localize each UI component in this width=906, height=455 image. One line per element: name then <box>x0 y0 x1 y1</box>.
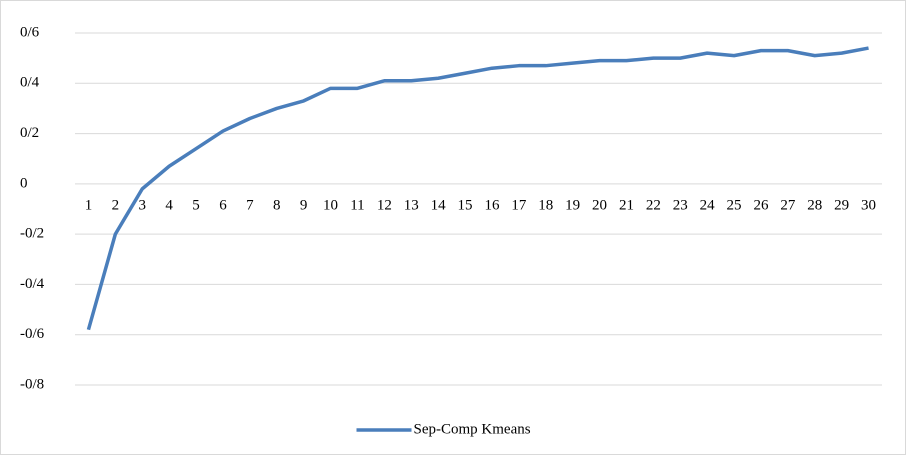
x-tick-label: 27 <box>780 197 796 213</box>
x-tick-label: 24 <box>700 197 716 213</box>
x-tick-label: 7 <box>246 197 254 213</box>
x-tick-label: 11 <box>350 197 364 213</box>
y-tick-label: -0/6 <box>20 326 45 342</box>
y-tick-label: -0/2 <box>20 226 44 242</box>
x-tick-label: 22 <box>646 197 661 213</box>
legend-label: Sep-Comp Kmeans <box>414 421 531 437</box>
y-tick-label: -0/8 <box>20 376 44 392</box>
x-tick-label: 29 <box>834 197 849 213</box>
x-tick-label: 13 <box>404 197 419 213</box>
x-tick-label: 30 <box>861 197 876 213</box>
x-tick-label: 9 <box>300 197 308 213</box>
x-tick-label: 25 <box>727 197 742 213</box>
x-tick-label: 3 <box>139 197 147 213</box>
x-tick-label: 16 <box>484 197 500 213</box>
x-tick-label: 6 <box>219 197 227 213</box>
y-tick-label: 0/2 <box>20 125 39 141</box>
chart: -0/8-0/6-0/4-0/200/20/40/612345678910111… <box>0 0 906 455</box>
x-tick-label: 12 <box>377 197 392 213</box>
x-tick-label: 18 <box>538 197 553 213</box>
x-tick-label: 4 <box>165 197 173 213</box>
x-tick-label: 2 <box>112 197 120 213</box>
x-tick-label: 10 <box>323 197 338 213</box>
x-tick-label: 14 <box>431 197 447 213</box>
y-tick-label: 0 <box>20 175 28 191</box>
x-tick-label: 1 <box>85 197 93 213</box>
x-tick-label: 26 <box>753 197 769 213</box>
y-tick-label: -0/4 <box>20 276 45 292</box>
x-tick-label: 15 <box>458 197 473 213</box>
x-tick-label: 17 <box>511 197 527 213</box>
y-tick-label: 0/6 <box>20 24 40 40</box>
page: {"chart_data": {"type": "line", "categor… <box>0 0 906 455</box>
x-tick-label: 28 <box>807 197 822 213</box>
x-tick-label: 20 <box>592 197 607 213</box>
x-tick-label: 8 <box>273 197 281 213</box>
x-tick-label: 19 <box>565 197 580 213</box>
x-tick-label: 21 <box>619 197 634 213</box>
x-tick-label: 23 <box>673 197 688 213</box>
x-tick-label: 5 <box>192 197 200 213</box>
y-tick-label: 0/4 <box>20 75 40 91</box>
chart-border <box>1 1 906 455</box>
